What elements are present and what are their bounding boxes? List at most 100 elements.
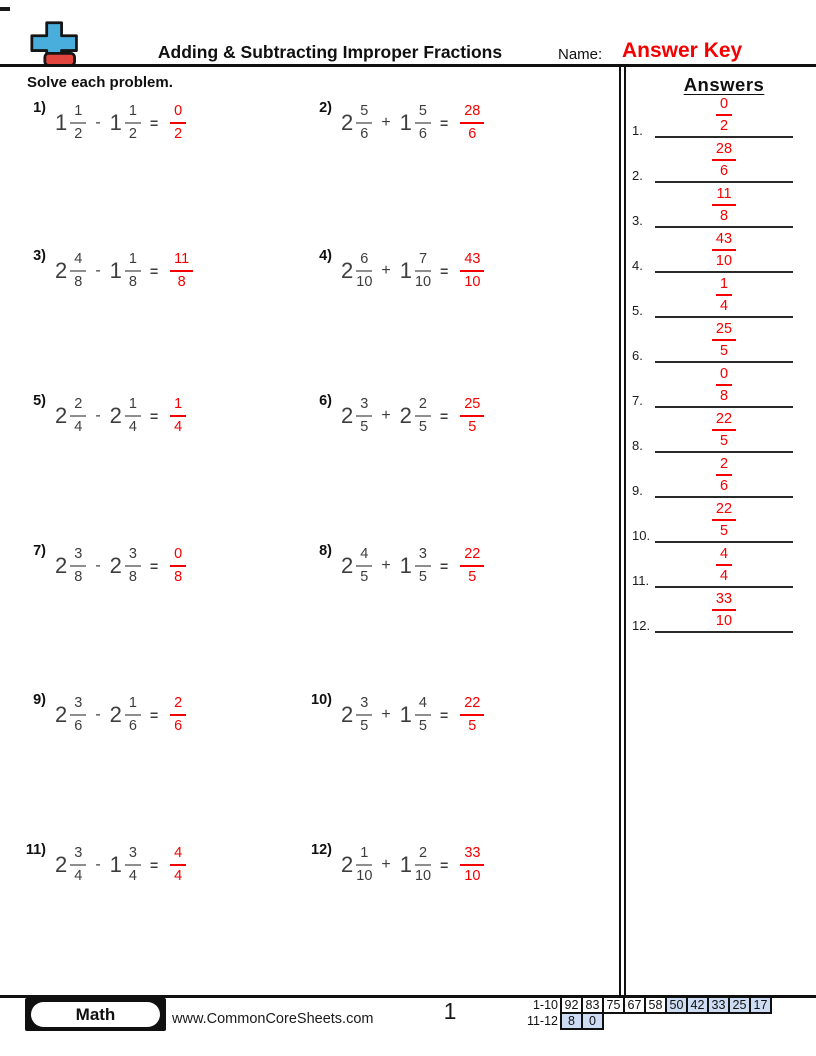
subject-badge: Math [25,998,166,1031]
denominator: 6 [719,163,729,180]
answer-number: 4. [632,258,643,273]
answer-row-6: 6. 25 5 [624,321,806,363]
whole-number: 2 [341,258,354,283]
equals-sign: = [149,408,159,424]
answer-fraction: 22 5 [711,501,737,540]
name-label: Name: [558,46,603,63]
numerator: 2 [414,396,431,417]
answer-number: 2. [632,168,643,183]
equals-sign: = [149,558,159,574]
denominator: 10 [356,274,373,290]
denominator: 5 [360,718,369,734]
denominator: 8 [74,569,83,585]
answer-fraction: 33 10 [460,845,485,884]
answer-fraction: 22 5 [460,695,485,734]
fraction: 1 10 [356,845,372,884]
fraction: 2 10 [415,845,431,884]
numerator: 1 [70,103,87,124]
footer-divider [0,995,816,998]
answer-fraction: 28 6 [711,141,737,180]
whole-number: 2 [341,553,354,578]
denominator: 5 [719,343,729,360]
answer-line [655,586,793,588]
denominator: 5 [468,718,477,734]
denominator: 10 [715,613,733,630]
answer-line [655,181,793,183]
denominator: 4 [719,298,729,315]
subject-label: Math [31,1002,160,1027]
score-cell: 83 [581,996,604,1014]
operator: + [381,706,391,723]
answer-fraction: 11 8 [712,186,736,225]
operator: + [381,557,391,574]
answer-number: 6. [632,348,643,363]
problem-number: 5) [33,393,46,409]
answer-number: 3. [632,213,643,228]
denominator: 5 [468,569,477,585]
denominator: 4 [174,419,183,435]
answer-number: 12. [632,618,651,633]
denominator: 4 [128,419,137,435]
answer-number: 10. [632,528,651,543]
equals-sign: = [440,707,449,723]
numerator: 1 [124,695,141,716]
whole-number: 1 [109,852,122,877]
score-row-2: 11-12 8 0 [500,1012,772,1030]
numerator: 0 [170,103,187,124]
answer-row-12: 12. 33 10 [624,591,806,633]
equals-sign: = [149,707,159,723]
equals-sign: = [149,115,159,131]
numerator: 5 [414,103,431,124]
numerator: 2 [415,845,432,866]
problem-number: 3) [33,248,46,264]
denominator: 6 [360,126,369,142]
whole-number: 1 [109,258,122,283]
numerator: 3 [356,396,373,417]
numerator: 0 [715,366,733,387]
numerator: 28 [711,141,737,162]
numerator: 28 [460,103,485,124]
whole-number: 2 [55,258,68,283]
numerator: 3 [414,546,431,567]
numerator: 1 [715,276,733,297]
whole-number: 2 [341,702,354,727]
denominator: 2 [74,126,83,142]
answer-row-10: 10. 22 5 [624,501,806,543]
answer-fraction: 22 5 [711,411,737,450]
answers-divider [619,66,626,995]
numerator: 22 [711,411,737,432]
answer-number: 7. [632,393,643,408]
answer-row-4: 4. 43 10 [624,231,806,273]
website-link[interactable]: www.CommonCoreSheets.com [172,1011,374,1027]
answer-number: 8. [632,438,643,453]
whole-number: 2 [399,403,412,428]
operator: - [95,706,101,723]
answer-fraction: 25 5 [711,321,737,360]
operator: + [381,856,391,873]
denominator: 10 [464,274,481,290]
numerator: 4 [414,695,431,716]
numerator: 33 [460,845,485,866]
denominator: 5 [418,569,427,585]
denominator: 2 [128,126,137,142]
denominator: 10 [715,253,733,270]
denominator: 6 [418,126,427,142]
